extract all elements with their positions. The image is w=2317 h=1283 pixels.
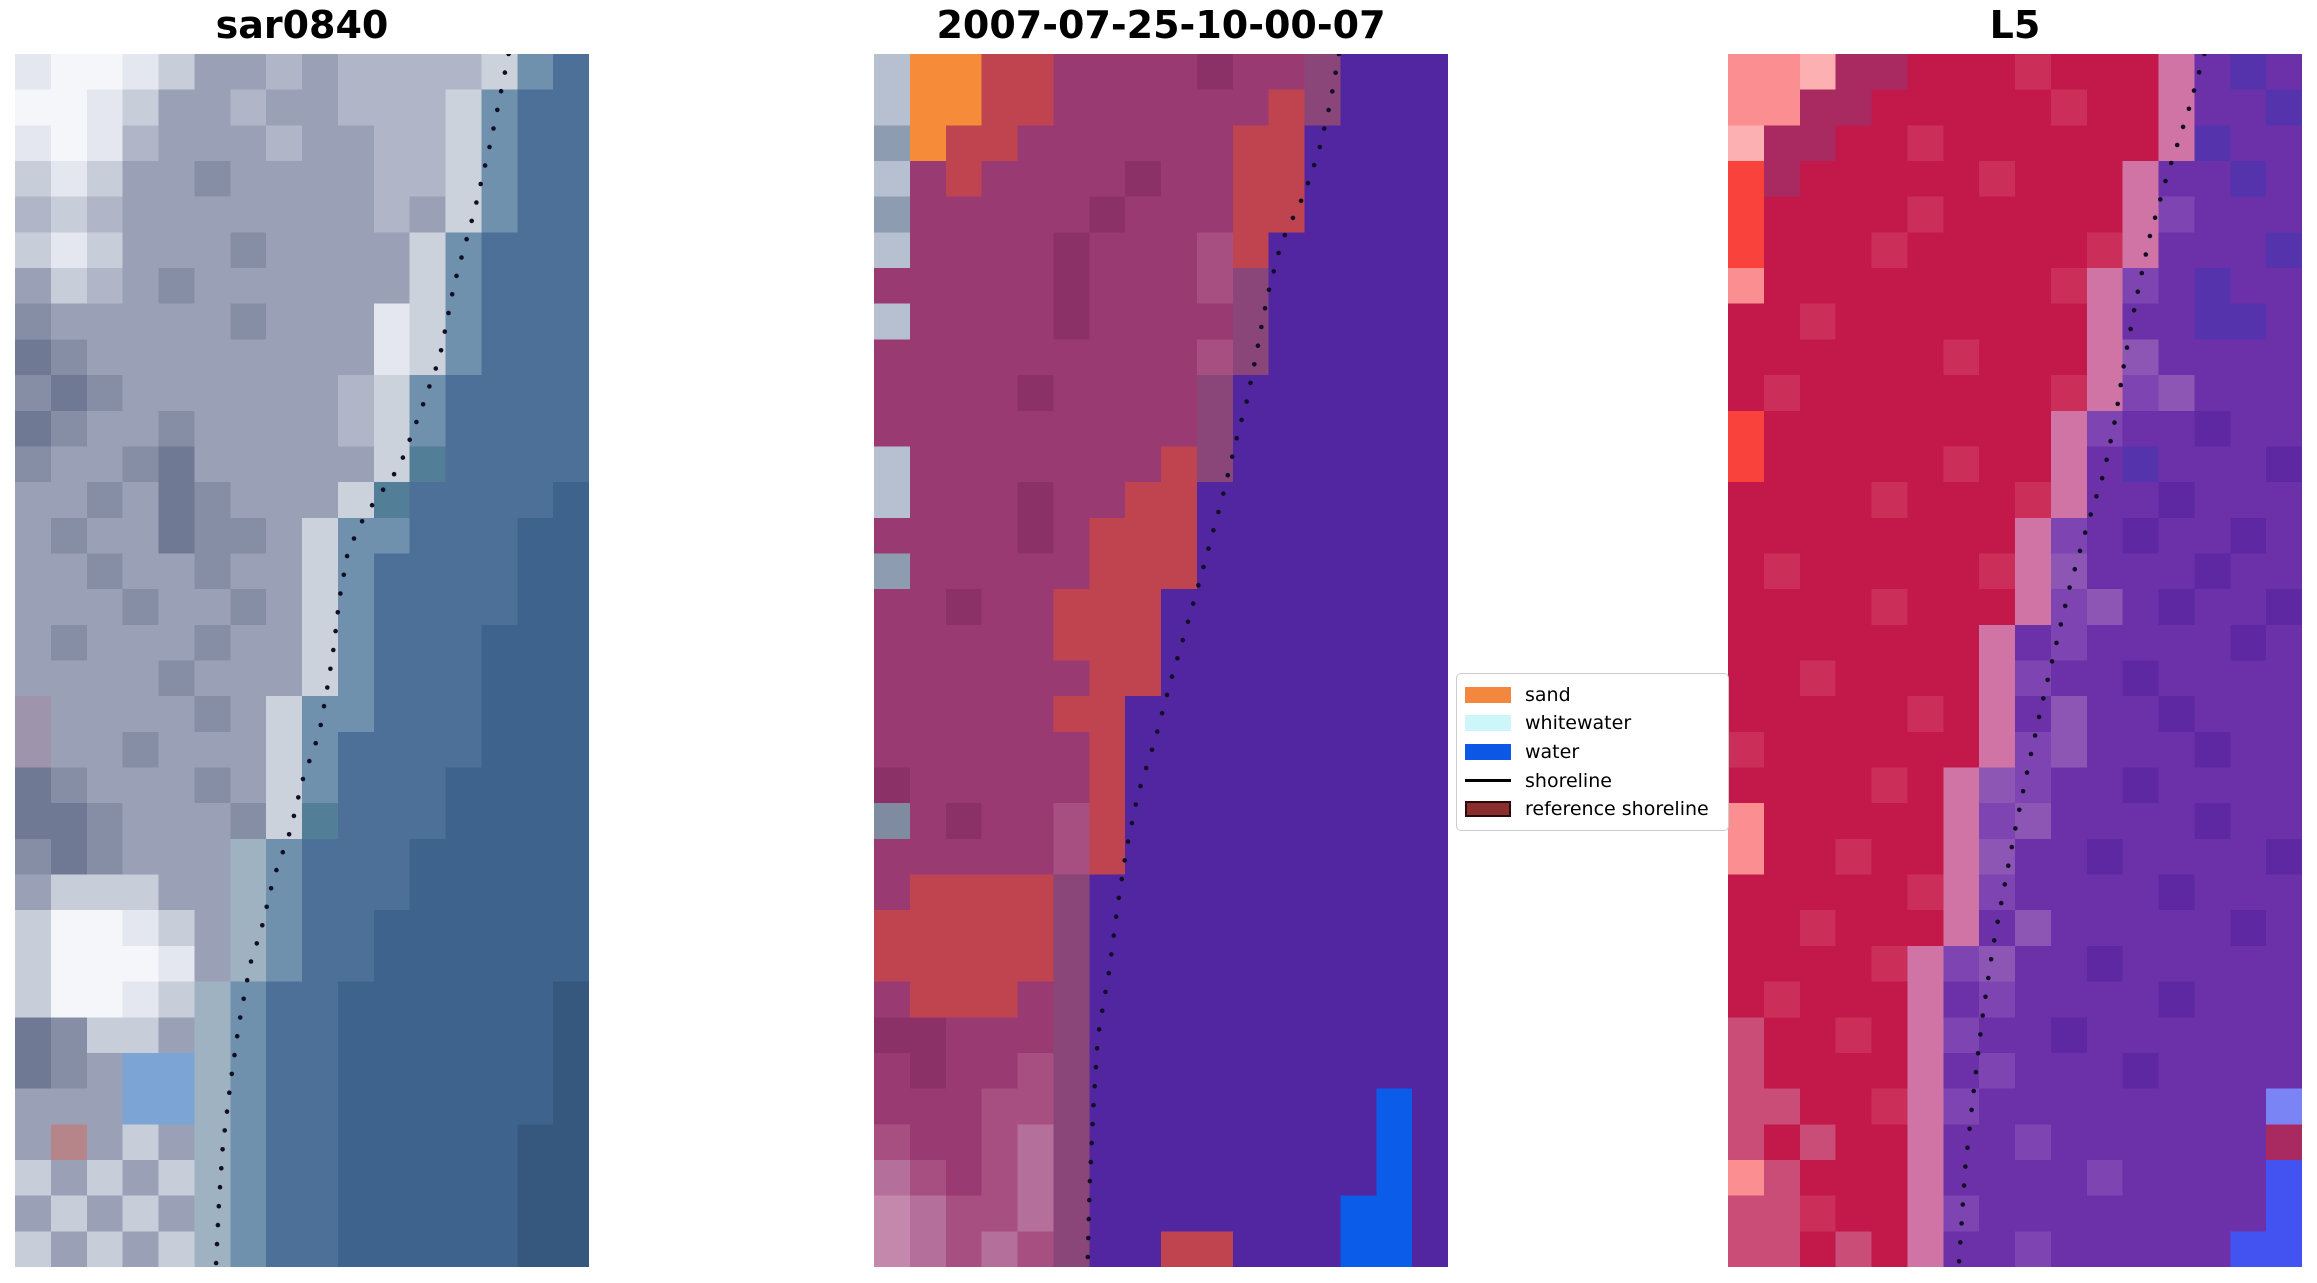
panel-classified-image	[874, 54, 1448, 1267]
legend: sand whitewater water shoreline referenc…	[1456, 673, 1729, 831]
water-swatch-icon	[1465, 743, 1511, 760]
panel-l5-image	[1728, 54, 2302, 1267]
panel-title-l5: L5	[1989, 3, 2041, 47]
legend-item-water: water	[1465, 740, 1720, 764]
shoreline-dots-l5	[1956, 54, 2207, 1264]
panel-sar-image	[15, 54, 589, 1267]
shoreline-line-icon	[1465, 779, 1511, 783]
legend-label: water	[1525, 740, 1580, 763]
l5-image-raster	[1728, 54, 2302, 1267]
legend-item-shoreline: shoreline	[1465, 769, 1720, 793]
legend-item-reference-shoreline: reference shoreline	[1465, 797, 1720, 821]
classified-image-raster	[874, 54, 1448, 1267]
shoreline-dots-sar	[213, 54, 511, 1266]
shoreline-dots-classified	[1085, 54, 1342, 1260]
legend-label: whitewater	[1525, 712, 1632, 735]
legend-item-whitewater: whitewater	[1465, 711, 1720, 735]
legend-label: shoreline	[1525, 769, 1612, 792]
legend-item-sand: sand	[1465, 683, 1720, 707]
sar-image-raster	[15, 54, 589, 1267]
panel-title-sar0840: sar0840	[215, 3, 389, 47]
whitewater-swatch-icon	[1465, 715, 1511, 732]
sand-swatch-icon	[1465, 686, 1511, 703]
reference-shoreline-swatch-icon	[1465, 801, 1511, 818]
legend-label: sand	[1525, 683, 1571, 706]
legend-label: reference shoreline	[1525, 798, 1709, 821]
panel-title-classified-date: 2007-07-25-10-00-07	[936, 3, 1386, 47]
